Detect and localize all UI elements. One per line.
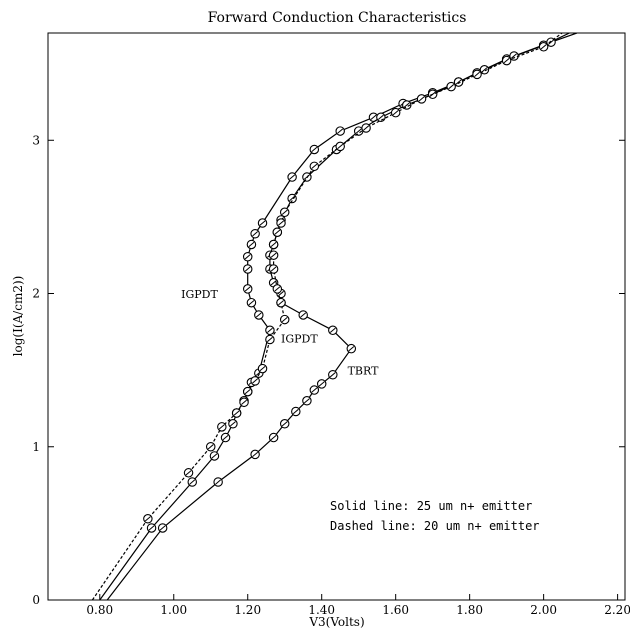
data-point-marker-slash — [511, 53, 517, 59]
curve-annotation: IGPDT — [181, 288, 218, 301]
data-point-marker-slash — [270, 252, 277, 258]
data-point-marker-slash — [455, 79, 462, 85]
data-point-marker-slash — [255, 312, 262, 318]
series-layer — [91, 33, 578, 600]
data-point-marker-slash — [252, 231, 259, 237]
data-point-marker-slash — [189, 479, 196, 485]
annotation-layer: IGPDT IGPDT TBRT — [181, 288, 379, 378]
y-tick-label: 0 — [32, 593, 40, 607]
data-point-marker-slash — [222, 434, 229, 441]
data-point-marker-slash — [318, 381, 325, 387]
data-point-marker-slash — [248, 241, 255, 248]
data-point-marker-slash — [311, 146, 318, 153]
data-point-marker-slash — [207, 444, 214, 450]
data-point-marker-slash — [540, 44, 547, 50]
solid-line-note: Solid line: 25 um n+ emitter — [330, 499, 532, 513]
y-tick-label: 1 — [32, 440, 40, 454]
data-point-marker-slash — [252, 378, 259, 384]
data-point-marker-slash — [348, 346, 355, 352]
data-point-marker-slash — [185, 470, 192, 476]
data-point-marker-slash — [144, 516, 151, 522]
series-line-dashed — [91, 33, 563, 600]
data-point-marker-slash — [252, 451, 259, 458]
data-point-marker-slash — [281, 421, 288, 427]
data-point-marker-slash — [244, 286, 251, 292]
data-point-marker-slash — [311, 163, 318, 169]
data-point-marker-slash — [259, 366, 266, 372]
data-point-marker-slash — [392, 110, 399, 116]
x-tick-label: 2.20 — [604, 603, 630, 617]
data-point-marker-slash — [274, 286, 281, 292]
data-point-marker-slash — [230, 421, 236, 427]
data-point-marker-slash — [259, 220, 266, 226]
data-point-marker-slash — [355, 128, 362, 134]
series-line-solid — [99, 33, 570, 600]
x-tick-label: 2.00 — [530, 603, 557, 617]
data-point-marker-slash — [267, 336, 273, 343]
data-point-marker-slash — [278, 220, 284, 226]
data-point-marker-slash — [363, 125, 370, 131]
data-point-marker-slash — [148, 525, 155, 531]
x-axis-label: V3(Volts) — [308, 615, 364, 629]
data-point-marker-slash — [270, 266, 277, 272]
y-tick-label: 2 — [32, 287, 40, 301]
data-point-marker-slash — [270, 434, 277, 441]
plot-frame — [47, 32, 626, 601]
data-point-marker-slash — [215, 479, 222, 485]
x-tick-label: 0.80 — [86, 603, 113, 617]
data-point-marker-slash — [289, 174, 296, 180]
data-point-marker-slash — [281, 209, 288, 215]
data-point-marker-slash — [377, 114, 384, 120]
x-axis-ticks: 0.80 1.00 1.20 1.40 1.60 1.80 2.00 2.20 — [86, 594, 630, 617]
data-point-marker-slash — [244, 266, 251, 272]
data-point-marker-slash — [281, 316, 288, 323]
curve-annotation: TBRT — [348, 365, 380, 378]
data-point-marker-slash — [292, 408, 299, 415]
data-point-marker-slash — [270, 241, 277, 248]
series-line-solid — [106, 33, 578, 600]
x-tick-label: 1.80 — [456, 603, 483, 617]
y-axis-ticks: 0 1 2 3 — [32, 133, 625, 607]
data-point-marker-slash — [448, 84, 455, 90]
data-point-marker-slash — [329, 327, 336, 333]
data-point-marker-slash — [548, 39, 554, 45]
curve-annotation: IGPDT — [281, 333, 318, 346]
data-point-marker-slash — [329, 372, 336, 378]
data-point-marker-slash — [244, 254, 251, 260]
data-point-marker-slash — [267, 327, 273, 333]
data-point-marker-slash — [503, 58, 510, 64]
x-tick-label: 1.20 — [234, 603, 261, 617]
x-tick-label: 1.40 — [308, 603, 335, 617]
data-point-marker-slash — [303, 398, 310, 404]
data-point-marker-slash — [274, 229, 281, 235]
data-point-marker-slash — [474, 71, 480, 77]
data-point-marker-slash — [244, 389, 251, 395]
y-tick-label: 3 — [32, 133, 40, 147]
x-tick-label: 1.00 — [160, 603, 187, 617]
data-point-marker-slash — [248, 300, 255, 306]
data-point-marker-slash — [233, 410, 240, 416]
dashed-line-note: Dashed line: 20 um n+ emitter — [330, 519, 540, 533]
chart-title: Forward Conduction Characteristics — [208, 10, 467, 26]
data-point-marker-slash — [403, 102, 410, 108]
data-point-marker-slash — [278, 290, 284, 297]
x-tick-label: 1.60 — [382, 603, 409, 617]
y-axis-label: log(I(A/cm2)) — [11, 276, 25, 357]
data-point-marker-slash — [159, 525, 166, 531]
data-point-marker-slash — [300, 312, 307, 318]
data-point-marker-slash — [337, 143, 344, 149]
data-point-marker-slash — [218, 424, 225, 430]
data-point-marker-slash — [370, 114, 377, 120]
data-point-marker-slash — [211, 453, 218, 459]
data-point-marker-slash — [337, 128, 344, 134]
data-point-marker-slash — [311, 387, 318, 393]
data-point-marker-slash — [418, 96, 425, 102]
data-point-marker-slash — [278, 300, 284, 306]
data-point-marker-slash — [241, 399, 247, 405]
